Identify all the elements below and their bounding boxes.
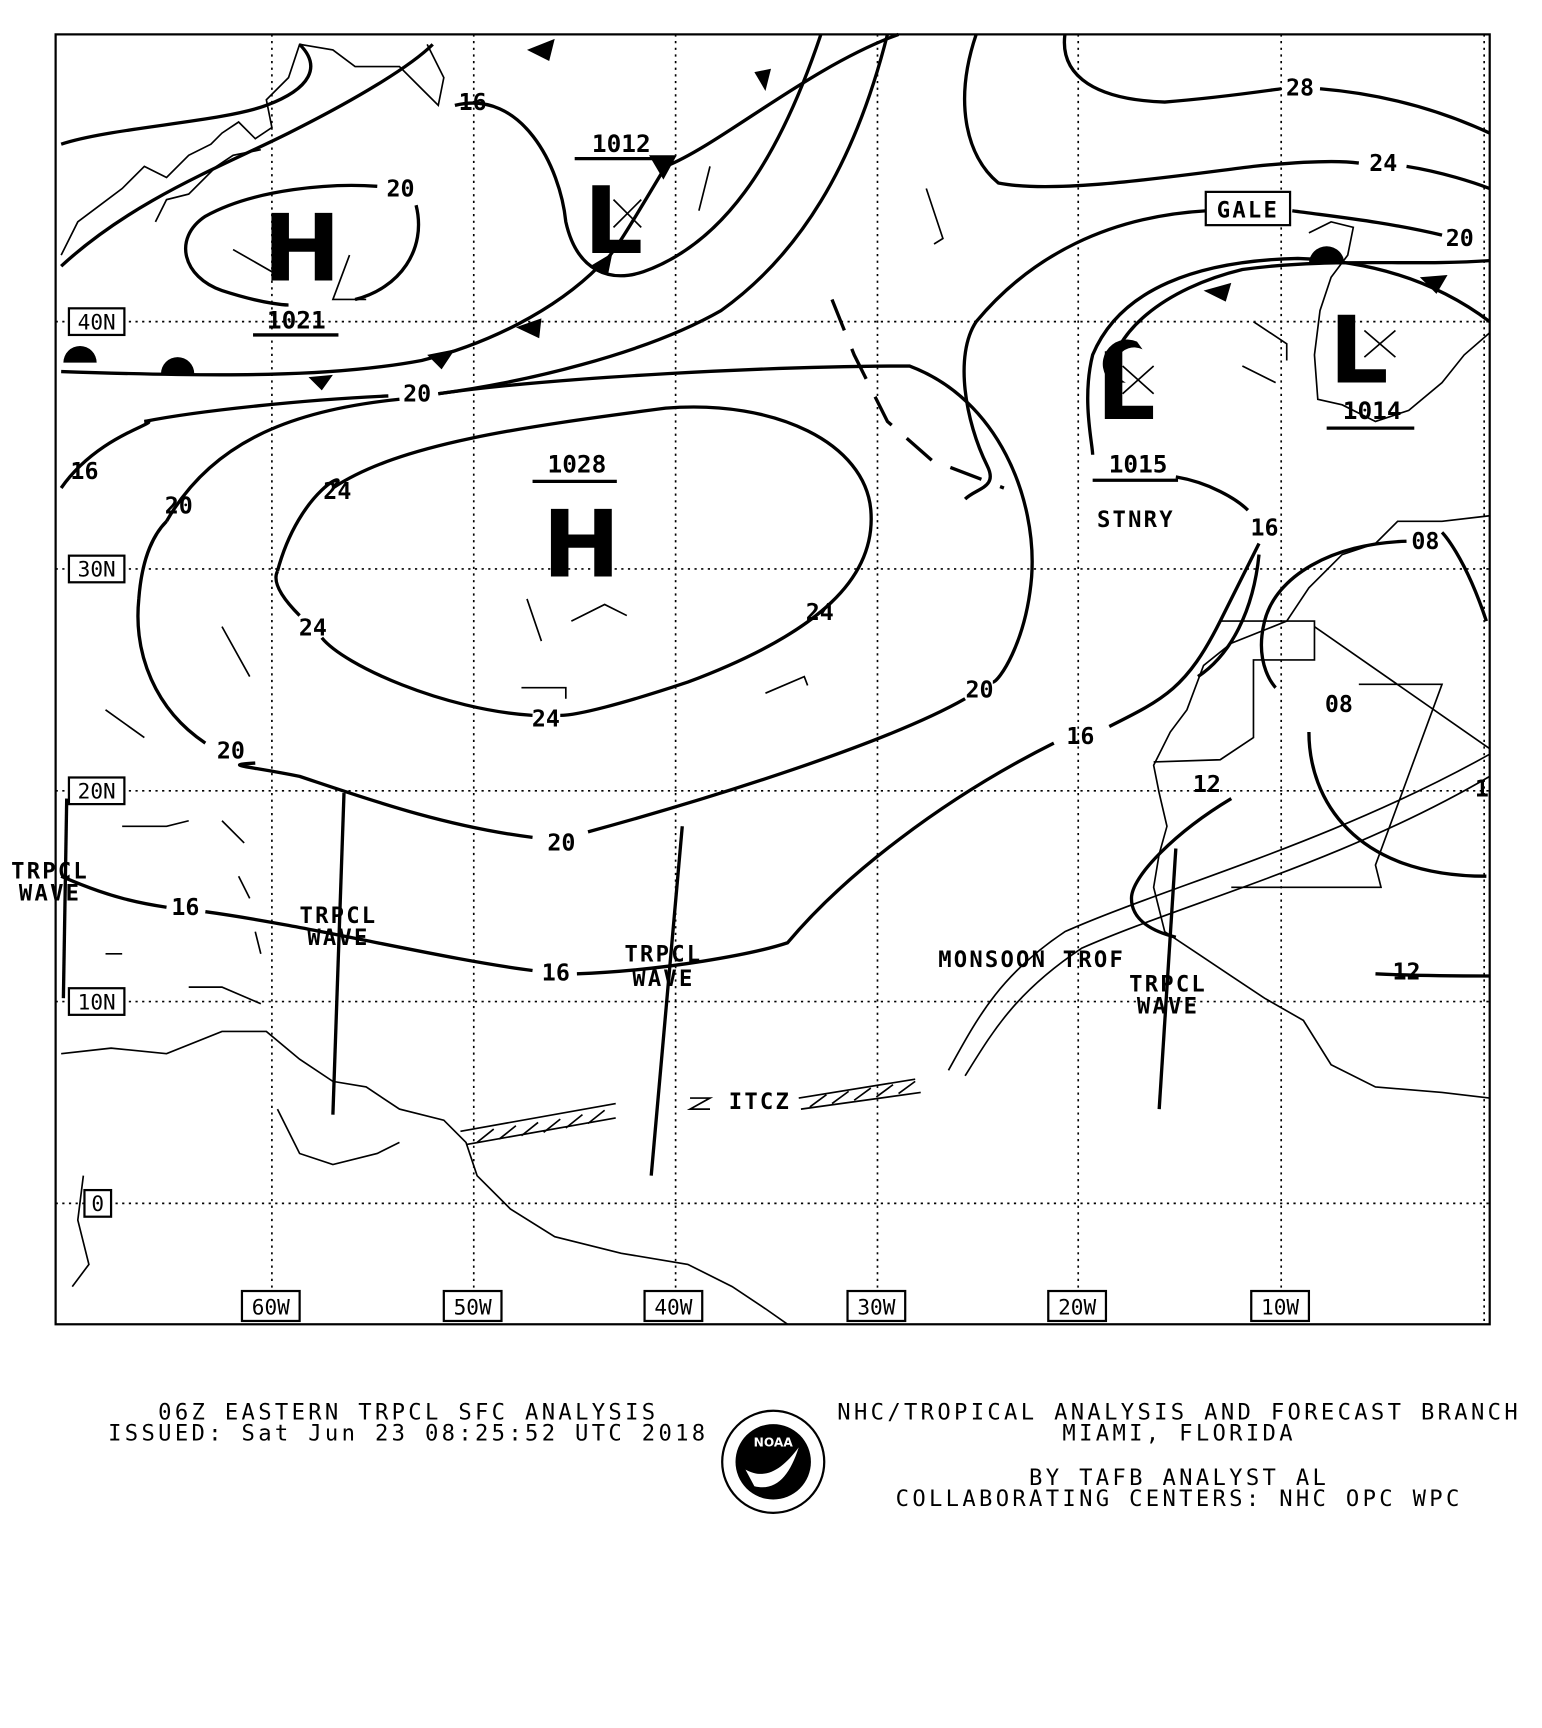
longitude-label: 60W: [252, 1294, 290, 1319]
longitude-labels: 60W 50W 40W 30W 20W 10W: [240, 1289, 1311, 1323]
graticule: [55, 34, 1490, 1325]
isobar-label: 20: [1446, 225, 1474, 252]
stationary-label: STNRY: [1097, 507, 1175, 533]
isobar-label: 24: [806, 599, 834, 626]
isobars: [59, 33, 1491, 978]
isobar-label: 20: [403, 380, 431, 407]
low-center-symbol: L: [1329, 297, 1388, 405]
location: MIAMI, FLORIDA: [1062, 1421, 1295, 1447]
isobar-label: 20: [165, 493, 193, 520]
longitude-label: 10W: [1261, 1294, 1299, 1319]
coastlines: [60, 43, 1491, 1325]
issued-timestamp: ISSUED: Sat Jun 23 08:25:52 UTC 2018: [108, 1421, 708, 1447]
wind-barbs: [105, 166, 1288, 739]
gale-box: [1204, 190, 1292, 227]
isobar-label: 16: [542, 959, 570, 986]
latitude-label: 30N: [78, 557, 116, 582]
isobar-label: 16: [171, 894, 199, 921]
collaborating-centers: COLLABORATING CENTERS: NHC OPC WPC: [896, 1486, 1463, 1512]
isobar-label: 16: [1066, 723, 1094, 750]
isobar-label: 24: [299, 615, 327, 642]
latitude-label: 40N: [78, 309, 116, 334]
latitude-label: 20N: [78, 779, 116, 804]
isobar-label: 28: [1286, 74, 1314, 101]
warm-front-bumps: [63, 346, 195, 374]
tropical-wave-label: WAVE: [307, 925, 369, 951]
isobar-label: 20: [547, 830, 575, 857]
noaa-logo: NOAA: [721, 1409, 826, 1514]
isobar-labels: 16 20 20 16 20 24 24 24 24 20 20 20 16 1…: [70, 74, 1489, 986]
footer: 06Z EASTERN TRPCL SFC ANALYSIS ISSUED: S…: [108, 1400, 1521, 1514]
latitude-labels: 40N 30N 20N 10N 0: [67, 307, 126, 1218]
tropical-wave-label: WAVE: [19, 881, 81, 907]
branch-name: NHC/TROPICAL ANALYSIS AND FORECAST BRANC…: [837, 1400, 1521, 1426]
isobar-label: 24: [1369, 150, 1397, 177]
high-center-pressure: 1028: [548, 449, 607, 478]
analyst: BY TAFB ANALYST AL: [1029, 1465, 1329, 1491]
pressure-centers: H 1021 L 1012 H 1028 L 1015 L 1014: [253, 129, 1415, 599]
high-center-symbol: H: [263, 195, 341, 303]
chart-title: 06Z EASTERN TRPCL SFC ANALYSIS: [158, 1400, 658, 1426]
isobar-label: 20: [965, 677, 993, 704]
tropical-wave-label: WAVE: [632, 966, 694, 992]
isobar-label: 16: [70, 458, 98, 485]
fronts: [61, 32, 1490, 490]
tropical-wave-label: WAVE: [1137, 994, 1199, 1020]
gale-label: GALE: [1217, 197, 1279, 223]
low-center-symbol: L: [584, 167, 643, 275]
cold-front-barbs: [308, 38, 771, 391]
tropical-wave-label: TRPCL: [1129, 972, 1207, 998]
low-center-pressure: 1015: [1109, 449, 1168, 478]
longitude-label: 30W: [857, 1294, 895, 1319]
latitude-label: 0: [91, 1191, 104, 1216]
itcz-label: ITCZ: [729, 1089, 791, 1115]
high-center-pressure: 1021: [267, 305, 326, 334]
monsoon-trough-label: MONSOON TROF: [938, 947, 1125, 973]
tropical-wave-label: TRPCL: [624, 942, 702, 968]
isobar-label: 12: [1193, 771, 1221, 798]
longitude-label: 40W: [654, 1294, 692, 1319]
isobar-label: 08: [1325, 691, 1353, 718]
tropical-wave-label: TRPCL: [300, 903, 378, 929]
isobar-label: 20: [387, 175, 415, 202]
isobar-label: 1: [1475, 775, 1489, 802]
high-center-symbol: H: [542, 491, 620, 599]
longitude-label: 50W: [454, 1294, 492, 1319]
low-center-x-icon: [1363, 329, 1396, 358]
isobar-label: 08: [1411, 528, 1439, 555]
feature-labels: STNRY GALE TRPCL WAVE TRPCL WAVE TRPCL W…: [11, 190, 1292, 1115]
tropical-features: [61, 753, 1491, 1176]
low-center-x-icon: [612, 199, 642, 228]
isobar-label: 12: [1392, 958, 1420, 985]
low-center-x-icon: [1122, 365, 1155, 395]
isobar-label: 20: [217, 738, 245, 765]
low-center-pressure: 1014: [1343, 396, 1402, 425]
latitude-label: 10N: [78, 989, 116, 1014]
tropical-wave-label: TRPCL: [11, 858, 89, 884]
isobar-label: 24: [323, 478, 351, 505]
noaa-logo-text: NOAA: [754, 1435, 794, 1449]
isobar-label: 16: [1251, 515, 1279, 542]
cold-front: [61, 32, 900, 377]
low-center-pressure: 1012: [592, 129, 651, 158]
map-frame: [54, 33, 1491, 1326]
isobar-label: 24: [532, 705, 560, 732]
longitude-label: 20W: [1058, 1294, 1096, 1319]
isobar-label: 16: [459, 89, 487, 116]
stationary-front: [1107, 258, 1490, 383]
